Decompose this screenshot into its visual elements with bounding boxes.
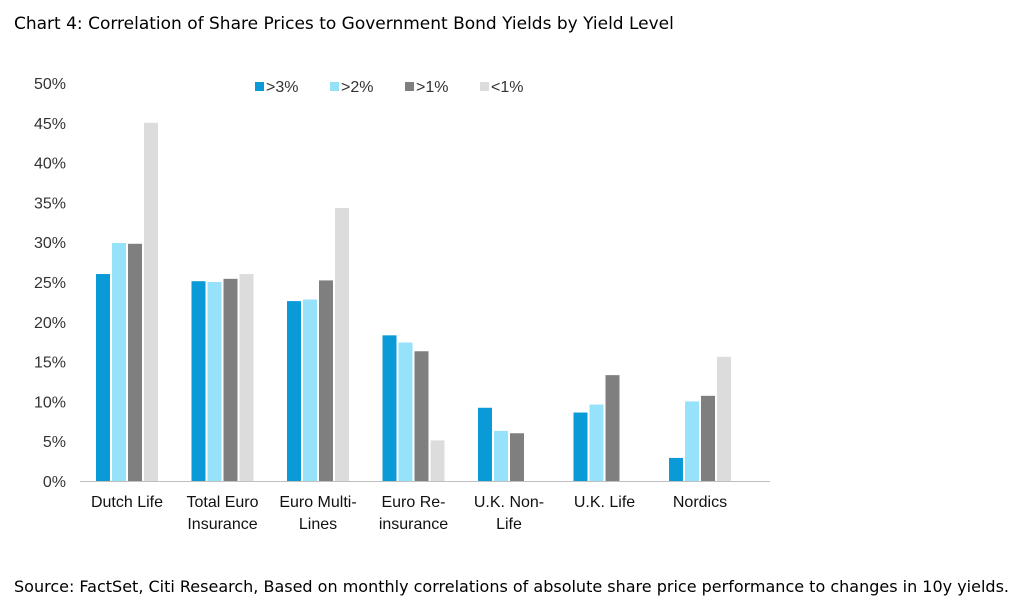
bar [144, 122, 158, 482]
legend-swatch [255, 82, 264, 91]
x-category-label: Euro Re- [381, 494, 445, 511]
bar [382, 335, 397, 481]
bar [605, 375, 620, 481]
bar [96, 274, 110, 481]
y-tick-label: 20% [34, 315, 66, 332]
y-tick-label: 30% [34, 235, 66, 252]
y-tick-label: 10% [34, 394, 66, 411]
bar [414, 351, 429, 481]
legend-label: >3% [266, 79, 298, 96]
x-category-label: Total Euro [186, 494, 258, 511]
legend-label: >1% [416, 79, 448, 96]
legend-label: >2% [341, 79, 373, 96]
bar [494, 430, 508, 481]
x-category-label: Euro Multi- [279, 494, 356, 511]
bar [589, 404, 604, 481]
bar [685, 401, 699, 481]
bar [573, 412, 588, 481]
y-tick-label: 45% [34, 116, 66, 133]
chart-title: Chart 4: Correlation of Share Prices to … [14, 14, 674, 34]
source-note: Source: FactSet, Citi Research, Based on… [14, 577, 1009, 596]
bar [112, 242, 126, 481]
bar [191, 281, 206, 481]
legend-swatch [480, 82, 489, 91]
x-category-label: Lines [299, 516, 337, 533]
x-category-label: U.K. Life [574, 494, 635, 511]
bar [510, 433, 524, 481]
bar [239, 274, 254, 481]
bar [701, 395, 715, 481]
bar [335, 207, 349, 482]
bar [478, 407, 492, 481]
x-category-label: Insurance [187, 516, 257, 533]
bar [128, 243, 142, 481]
bar [207, 282, 222, 481]
bar [223, 278, 238, 481]
y-tick-label: 15% [34, 355, 66, 372]
bar [717, 356, 731, 481]
x-category-label: Nordics [673, 494, 727, 511]
x-category-label: insurance [379, 516, 448, 533]
legend-swatch [405, 82, 414, 91]
y-tick-label: 40% [34, 156, 66, 173]
bar [430, 440, 445, 481]
bar [319, 280, 333, 481]
bar [669, 457, 683, 481]
y-tick-label: 5% [43, 434, 66, 451]
y-tick-label: 25% [34, 275, 66, 292]
y-tick-label: 35% [34, 195, 66, 212]
bar [303, 299, 317, 481]
x-category-label: Dutch Life [91, 494, 163, 511]
bar [287, 301, 301, 481]
y-tick-label: 50% [34, 76, 66, 93]
legend-swatch [330, 82, 339, 91]
x-category-label: U.K. Non- [474, 494, 544, 511]
legend-label: <1% [491, 79, 523, 96]
bar [398, 342, 413, 481]
y-tick-label: 0% [43, 474, 66, 491]
x-category-label: Life [496, 516, 522, 533]
